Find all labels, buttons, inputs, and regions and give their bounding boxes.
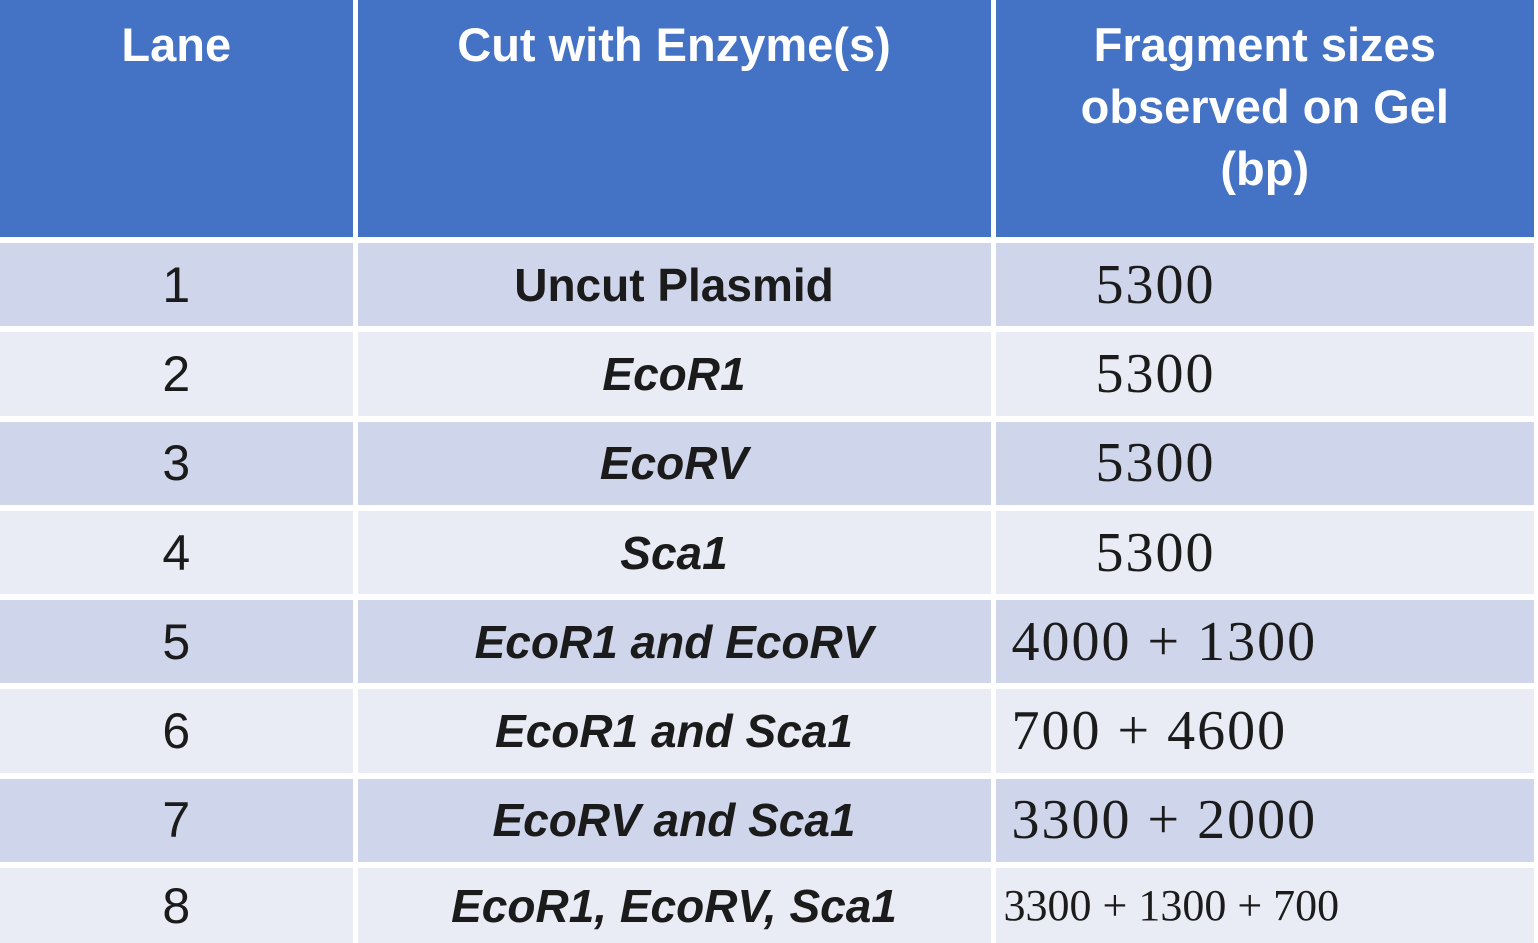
enzyme-label: EcoR1	[602, 347, 746, 400]
lane-cell: 1	[0, 240, 358, 333]
lane-cell: 5	[0, 597, 358, 690]
col-header-fragment-sizes: Fragment sizes observed on Gel (bp)	[993, 0, 1538, 243]
fragment-cell: 5300	[993, 240, 1538, 333]
fragment-cell: 5300	[993, 329, 1538, 422]
table-row: 8 EcoR1, EcoRV, Sca1 3300 + 1300 + 700	[0, 865, 1538, 943]
lane-cell: 8	[0, 865, 358, 943]
table-header-row: Lane Cut with Enzyme(s) Fragment sizes o…	[0, 0, 1538, 243]
lane-cell: 7	[0, 775, 358, 869]
enzyme-cell: EcoR1 and Sca1	[355, 686, 996, 779]
enzyme-cell: EcoRV	[355, 418, 996, 511]
lane-cell: 2	[0, 329, 358, 422]
enzyme-label: EcoRV	[599, 437, 749, 490]
fragment-cell: 4000 + 1300	[993, 597, 1538, 690]
enzyme-label: EcoR1 and Sca1	[495, 705, 853, 758]
table-row: 4 Sca1 5300	[0, 507, 1538, 601]
col-header-lane: Lane	[0, 0, 358, 243]
enzyme-cell: EcoRV and Sca1	[355, 775, 996, 869]
enzyme-cell: EcoR1	[355, 329, 996, 422]
col-header-enzymes: Cut with Enzyme(s)	[355, 0, 996, 243]
table-row: 2 EcoR1 5300	[0, 329, 1538, 422]
enzyme-cell: EcoR1 and EcoRV	[355, 597, 996, 690]
lane-cell: 6	[0, 686, 358, 779]
table-row: 3 EcoRV 5300	[0, 418, 1538, 511]
fragment-cell: 3300 + 1300 + 700	[993, 865, 1538, 943]
enzyme-cell: Uncut Plasmid	[355, 240, 996, 333]
enzyme-label: EcoRV and Sca1	[492, 794, 856, 847]
fragment-cell: 5300	[993, 418, 1538, 511]
enzyme-cell: EcoR1, EcoRV, Sca1	[355, 865, 996, 943]
table-row: 7 EcoRV and Sca1 3300 + 2000	[0, 775, 1538, 869]
lane-cell: 3	[0, 418, 358, 511]
enzyme-label: Sca1	[620, 526, 728, 579]
table-row: 5 EcoR1 and EcoRV 4000 + 1300	[0, 597, 1538, 690]
fragment-cell: 3300 + 2000	[993, 775, 1538, 869]
enzyme-cell: Sca1	[355, 507, 996, 601]
table-row: 6 EcoR1 and Sca1 700 + 4600	[0, 686, 1538, 779]
enzyme-label: Uncut Plasmid	[514, 258, 834, 311]
lane-cell: 4	[0, 507, 358, 601]
fragment-cell: 700 + 4600	[993, 686, 1538, 779]
table-row: 1 Uncut Plasmid 5300	[0, 240, 1538, 333]
enzyme-label: EcoR1 and EcoRV	[474, 615, 874, 668]
enzyme-label: EcoR1, EcoRV, Sca1	[451, 879, 897, 932]
fragment-cell: 5300	[993, 507, 1538, 601]
